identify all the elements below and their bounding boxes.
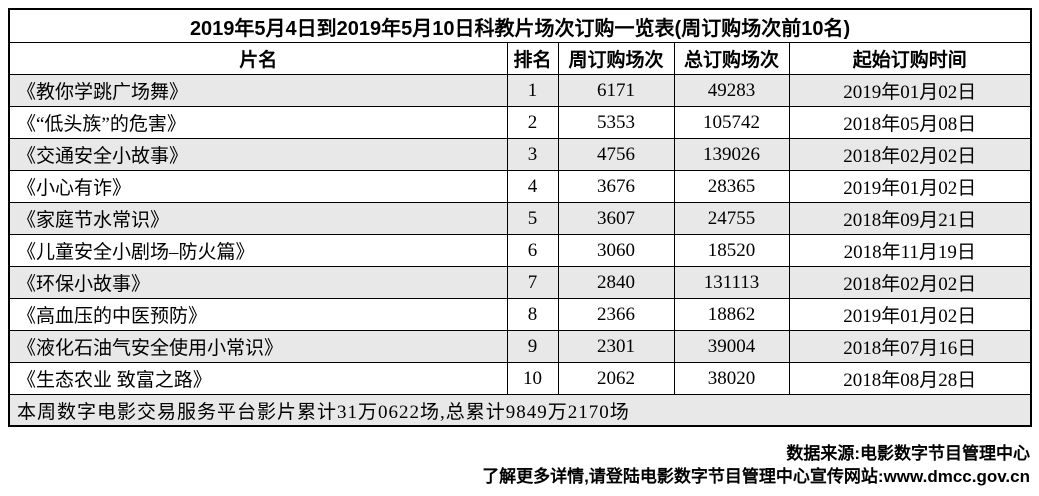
film-title-cell: 《环保小故事》 [8,266,508,299]
start-date-cell: 2018年11月19日 [788,234,1032,267]
start-date-cell: 2019年01月02日 [788,298,1032,331]
table-row: 《儿童安全小剧场–防火篇》 6 3060 18520 2018年11月19日 [8,234,1032,267]
total-orders-cell: 131113 [673,266,790,299]
film-title-cell: 《液化石油气安全使用小常识》 [8,330,508,363]
rank-cell: 10 [506,362,559,395]
film-title-cell: 《高血压的中医预防》 [8,298,508,331]
total-orders-cell: 139026 [673,138,790,171]
table-title-row: 2019年5月4日到2019年5月10日科教片场次订购一览表(周订购场次前10名… [8,8,1032,43]
table-row: 《教你学跳广场舞》 1 6171 49283 2019年01月02日 [8,74,1032,107]
summary-row: 本周数字电影交易服务平台影片累计31万0622场,总累计9849万2170场 [8,394,1032,427]
weekly-orders-cell: 2062 [557,362,675,395]
table-row: 《生态农业 致富之路》 10 2062 38020 2018年08月28日 [8,362,1032,395]
table-row: 《环保小故事》 7 2840 131113 2018年02月02日 [8,266,1032,299]
rank-cell: 1 [506,74,559,107]
table-row: 《高血压的中医预防》 8 2366 18862 2019年01月02日 [8,298,1032,331]
table-header-row: 片名 排名 周订购场次 总订购场次 起始订购时间 [8,42,1032,75]
weekly-orders-cell: 3676 [557,170,675,203]
data-source-note: 数据来源:电影数字节目管理中心 [786,444,1030,463]
header-weekly-orders: 周订购场次 [557,42,675,75]
start-date-cell: 2018年05月08日 [788,106,1032,139]
table-row: 《液化石油气安全使用小常识》 9 2301 39004 2018年07月16日 [8,330,1032,363]
table-title: 2019年5月4日到2019年5月10日科教片场次订购一览表(周订购场次前10名… [8,8,1032,43]
weekly-orders-cell: 2366 [557,298,675,331]
rank-cell: 7 [506,266,559,299]
film-title-cell: 《小心有诈》 [8,170,508,203]
weekly-orders-cell: 2301 [557,330,675,363]
more-info-note: 了解更多详情,请登陆电影数字节目管理中心宣传网站:www.dmcc.gov.cn [482,467,1030,486]
table-row: 《小心有诈》 4 3676 28365 2019年01月02日 [8,170,1032,203]
start-date-cell: 2019年01月02日 [788,74,1032,107]
table-row: 《家庭节水常识》 5 3607 24755 2018年09月21日 [8,202,1032,235]
rank-cell: 3 [506,138,559,171]
weekly-orders-cell: 4756 [557,138,675,171]
film-title-cell: 《交通安全小故事》 [8,138,508,171]
total-orders-cell: 105742 [673,106,790,139]
film-title-cell: 《“低头族”的危害》 [8,106,508,139]
film-title-cell: 《教你学跳广场舞》 [8,74,508,107]
start-date-cell: 2018年02月02日 [788,266,1032,299]
header-rank: 排名 [506,42,559,75]
weekly-orders-cell: 3060 [557,234,675,267]
weekly-orders-cell: 5353 [557,106,675,139]
total-orders-cell: 24755 [673,202,790,235]
film-title-cell: 《儿童安全小剧场–防火篇》 [8,234,508,267]
footer-notes: 数据来源:电影数字节目管理中心 了解更多详情,请登陆电影数字节目管理中心宣传网站… [8,442,1030,488]
weekly-orders-cell: 2840 [557,266,675,299]
rank-cell: 6 [506,234,559,267]
rank-cell: 4 [506,170,559,203]
start-date-cell: 2018年07月16日 [788,330,1032,363]
rank-cell: 2 [506,106,559,139]
table-row: 《交通安全小故事》 3 4756 139026 2018年02月02日 [8,138,1032,171]
start-date-cell: 2019年01月02日 [788,170,1032,203]
total-orders-cell: 38020 [673,362,790,395]
total-orders-cell: 39004 [673,330,790,363]
total-orders-cell: 18862 [673,298,790,331]
weekly-orders-cell: 6171 [557,74,675,107]
film-title-cell: 《家庭节水常识》 [8,202,508,235]
start-date-cell: 2018年08月28日 [788,362,1032,395]
film-title-cell: 《生态农业 致富之路》 [8,362,508,395]
rank-cell: 8 [506,298,559,331]
total-orders-cell: 18520 [673,234,790,267]
rank-cell: 5 [506,202,559,235]
booking-table: 2019年5月4日到2019年5月10日科教片场次订购一览表(周订购场次前10名… [8,8,1033,427]
header-total-orders: 总订购场次 [673,42,790,75]
weekly-orders-cell: 3607 [557,202,675,235]
weekly-summary-text: 本周数字电影交易服务平台影片累计31万0622场,总累计9849万2170场 [8,394,1032,427]
header-start-date: 起始订购时间 [788,42,1032,75]
header-film-name: 片名 [8,42,508,75]
start-date-cell: 2018年02月02日 [788,138,1032,171]
start-date-cell: 2018年09月21日 [788,202,1032,235]
total-orders-cell: 28365 [673,170,790,203]
table-row: 《“低头族”的危害》 2 5353 105742 2018年05月08日 [8,106,1032,139]
total-orders-cell: 49283 [673,74,790,107]
rank-cell: 9 [506,330,559,363]
